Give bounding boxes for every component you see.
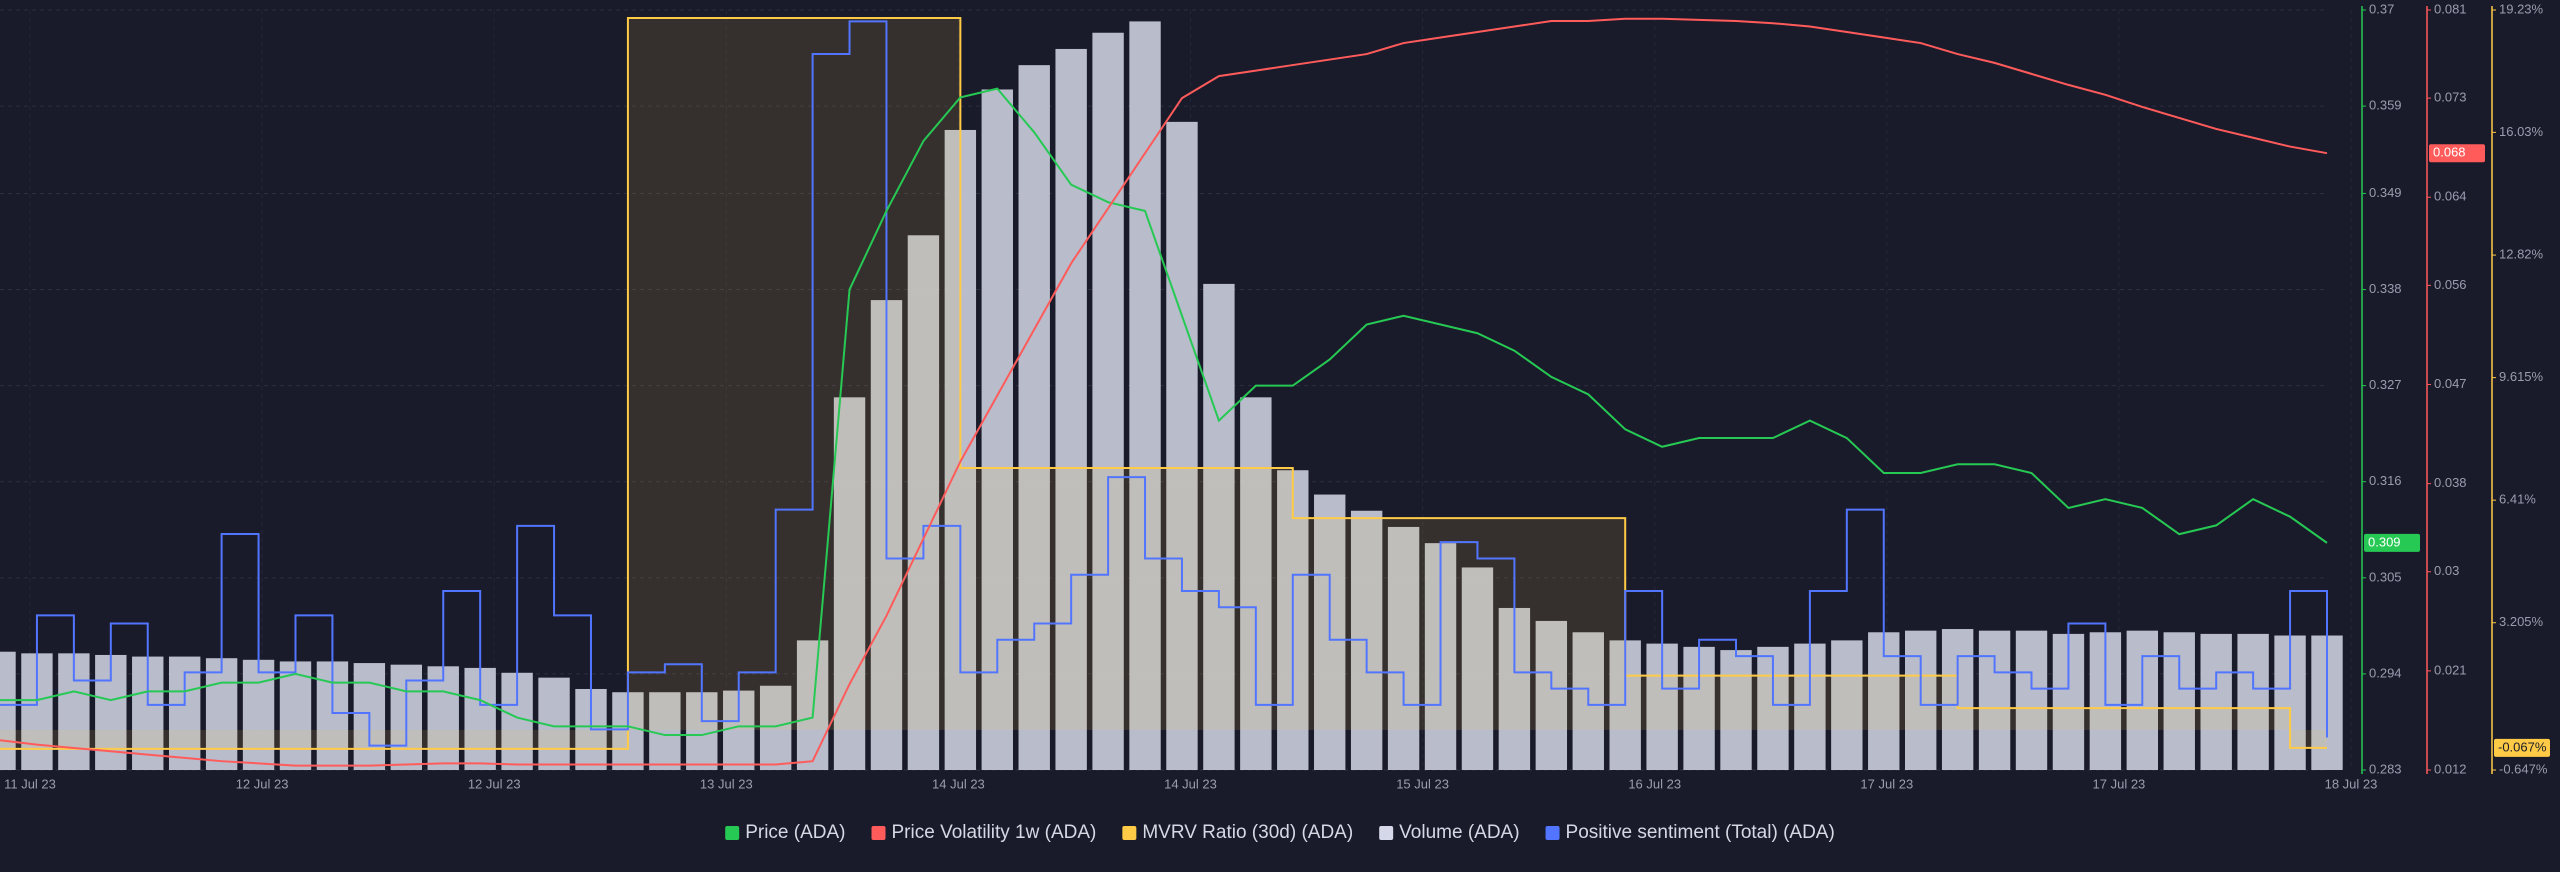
volume-bar: [759, 685, 792, 770]
legend-label: Price (ADA): [745, 822, 845, 843]
y-tick-label: 9.615%: [2499, 369, 2544, 384]
value-badge-label: -0.067%: [2498, 739, 2547, 754]
y-tick-label: 0.294: [2369, 665, 2402, 680]
volume-bar: [907, 235, 940, 771]
y-tick-label: 19.23%: [2499, 1, 2544, 16]
volume-bar: [279, 661, 312, 770]
y-tick-label: 0.021: [2434, 662, 2467, 677]
legend-swatch: [871, 826, 886, 840]
legend-swatch: [1122, 826, 1137, 840]
y-tick-label: 0.316: [2369, 473, 2402, 488]
legend-label: Price Volatility 1w (ADA): [892, 822, 1097, 843]
value-badge-label: 0.309: [2368, 534, 2401, 549]
volume-bar: [1166, 121, 1198, 771]
volume-bar: [1461, 567, 1494, 770]
x-tick-label: 14 Jul 23: [1164, 776, 1217, 791]
y-tick-label: 12.82%: [2499, 247, 2544, 262]
x-tick-label: 11 Jul 23: [4, 776, 56, 791]
volume-bar: [1720, 650, 1752, 770]
volume-bar: [1092, 32, 1124, 770]
y-tick-label: 0.37: [2369, 1, 2394, 16]
x-tick-label: 15 Jul 23: [1396, 776, 1449, 791]
x-tick-label: 12 Jul 23: [236, 776, 289, 791]
legend: Price (ADA) Price Volatility 1w (ADA) MVRV…: [725, 822, 1835, 843]
value-badge: [2429, 144, 2485, 163]
y-tick-label: 0.327: [2369, 377, 2402, 392]
x-tick-label: 13 Jul 23: [700, 776, 753, 791]
volume-bar: [649, 692, 681, 770]
volume-bar: [242, 659, 275, 770]
volume-bar: [1129, 21, 1161, 770]
y-tick-label: 0.305: [2369, 569, 2402, 584]
x-tick-label: 16 Jul 23: [1628, 776, 1681, 791]
y-tick-label: 6.41%: [2499, 492, 2536, 507]
y-tick-label: 16.03%: [2499, 124, 2544, 139]
series-line: [0, 17, 2328, 767]
legend-label: Volume (ADA): [1399, 822, 1519, 843]
x-tick-label: 12 Jul 23: [468, 776, 521, 791]
y-tick-label: 0.064: [2434, 189, 2467, 204]
y-tick-label: -0.647%: [2499, 761, 2548, 776]
volume-bar: [2163, 632, 2195, 770]
y-tick-label: 0.073: [2434, 90, 2467, 105]
volume-bar: [427, 666, 459, 770]
value-badge-label: 0.068: [2433, 145, 2466, 160]
volume-bar: [1018, 65, 1050, 770]
y-tick-label: 0.056: [2434, 277, 2467, 292]
volume-bar: [1831, 640, 1863, 770]
y-tick-label: 0.349: [2369, 185, 2402, 200]
y-tick-label: 0.283: [2369, 761, 2402, 776]
x-tick-label: 17 Jul 23: [1860, 776, 1913, 791]
volume-bar: [2200, 633, 2232, 770]
mvrv-area: [0, 18, 2327, 749]
y-tick-label: 0.338: [2369, 281, 2402, 296]
volume-bar: [1203, 283, 1235, 770]
volume-bar: [205, 658, 238, 770]
y-tick-label: 3.205%: [2499, 614, 2544, 629]
volume-bar: [1535, 620, 1568, 770]
value-badge: [2494, 738, 2550, 757]
volume-bar: [0, 651, 16, 770]
y-tick-label: 0.081: [2434, 1, 2467, 16]
value-badge: [2364, 533, 2420, 552]
volume-bar: [1240, 397, 1272, 770]
volume-bar: [2237, 633, 2269, 770]
legend-swatch: [1379, 826, 1394, 840]
series-step-line: [0, 20, 2328, 747]
x-tick-label: 17 Jul 23: [2093, 776, 2146, 791]
y-tick-label: 0.038: [2434, 475, 2467, 490]
legend-label: MVRV Ratio (30d) (ADA): [1142, 822, 1353, 843]
volume-bar: [1978, 630, 2011, 770]
series-line: [0, 87, 2328, 737]
y-tick-label: 0.359: [2369, 98, 2402, 113]
volume-bar: [2015, 630, 2048, 770]
volume-bar: [796, 640, 829, 770]
legend-swatch: [1545, 826, 1560, 840]
legend-swatch: [725, 826, 740, 840]
x-tick-label: 18 Jul 23: [2325, 776, 2378, 791]
x-tick-label: 14 Jul 23: [932, 776, 985, 791]
volume-bar: [1387, 526, 1420, 770]
y-tick-label: 0.012: [2434, 761, 2467, 776]
y-tick-label: 0.047: [2434, 376, 2467, 391]
legend-label: Positive sentiment (Total) (ADA): [1566, 822, 1835, 843]
y-tick-label: 0.03: [2434, 563, 2459, 578]
